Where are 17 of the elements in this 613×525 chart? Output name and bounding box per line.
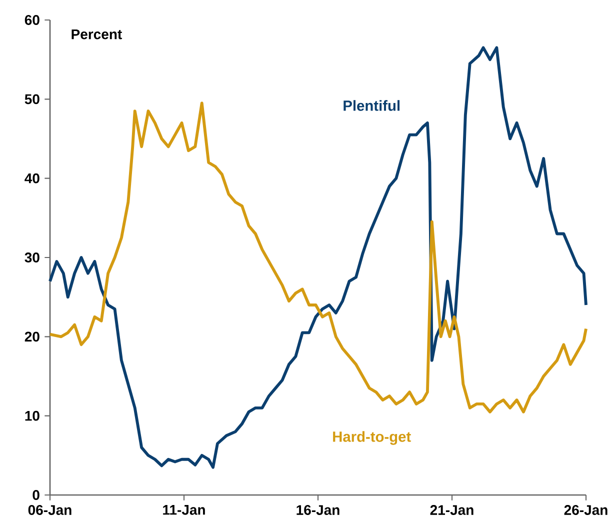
x-tick-label: 21-Jan [430, 505, 474, 515]
series-label: Plentiful [344, 100, 400, 111]
series-label: Hard-to-get [333, 431, 411, 445]
y-tick-label: 20 [24, 332, 40, 342]
y-tick-label: 10 [25, 410, 40, 421]
y-tick-label: 0 [32, 490, 40, 500]
x-tick-label: 11-Jan [163, 505, 205, 515]
y-tick-label: 40 [24, 173, 40, 184]
line-series [48, 102, 588, 414]
line-series [48, 46, 588, 469]
y-tick-label: 60 [24, 15, 40, 25]
x-tick-label: 26-Jan [564, 505, 608, 515]
x-tick-label: 16-Jan [296, 505, 340, 515]
x-tick-label: 06-Jan [28, 505, 72, 515]
y-tick-label: 30 [24, 252, 40, 262]
y-axis-title: Percent [72, 29, 122, 40]
y-tick-label: 50 [24, 94, 40, 104]
